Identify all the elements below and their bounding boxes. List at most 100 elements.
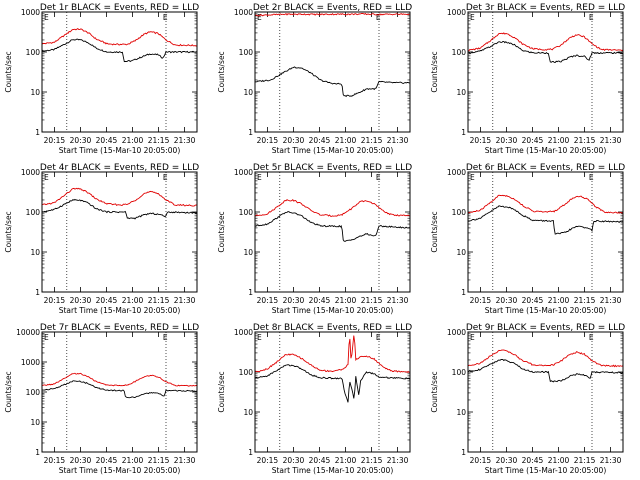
plot-frame xyxy=(467,331,624,453)
corner-mark: E xyxy=(589,333,594,342)
y-tick-label: 10 xyxy=(30,88,40,97)
x-tick-label: 20:15 xyxy=(257,136,279,145)
series-events-black xyxy=(41,38,198,63)
series-lld-red xyxy=(254,199,411,217)
x-tick-label: 20:15 xyxy=(44,296,66,305)
x-axis-label: Start Time (15-Mar-10 20:05:00) xyxy=(485,306,607,315)
y-tick-label: 10 xyxy=(456,88,466,97)
corner-mark: E xyxy=(44,13,49,22)
y-axis-label: Counts/sec xyxy=(430,371,439,412)
corner-mark: E xyxy=(257,13,262,22)
x-tick-label: 21:30 xyxy=(387,136,409,145)
y-tick-label: 1000 xyxy=(21,168,40,177)
panel-title: Det 6r BLACK = Events, RED = LLD xyxy=(466,163,625,173)
y-axis-label: Counts/sec xyxy=(217,371,226,412)
x-tick-label: 20:30 xyxy=(70,136,92,145)
x-tick-label: 21:15 xyxy=(148,136,170,145)
y-tick-label: 100 xyxy=(452,368,467,377)
x-tick-label: 20:30 xyxy=(496,456,518,465)
y-tick-label: 100 xyxy=(26,388,41,397)
x-tick-label: 20:15 xyxy=(257,456,279,465)
x-tick-label: 21:00 xyxy=(548,296,570,305)
y-tick-label: 1000 xyxy=(234,328,253,337)
x-tick-label: 21:15 xyxy=(361,296,383,305)
series-lld-red xyxy=(254,335,411,373)
series-events-black xyxy=(41,198,198,220)
corner-mark: E xyxy=(470,333,475,342)
x-tick-label: 21:00 xyxy=(335,456,357,465)
y-tick-label: 100 xyxy=(239,208,254,217)
corner-mark: E xyxy=(163,13,168,22)
y-tick-label: 10 xyxy=(243,88,253,97)
plot-frame xyxy=(41,331,198,453)
panel-title: Det 9r BLACK = Events, RED = LLD xyxy=(466,323,625,333)
plot-frame xyxy=(254,11,411,133)
x-tick-label: 21:30 xyxy=(600,296,622,305)
y-tick-label: 1 xyxy=(248,448,253,457)
y-axis-label: Counts/sec xyxy=(217,51,226,92)
y-tick-label: 1 xyxy=(461,128,466,137)
x-tick-label: 20:30 xyxy=(283,456,305,465)
x-tick-label: 21:00 xyxy=(548,456,570,465)
corner-mark: E xyxy=(257,333,262,342)
y-axis-label: Counts/sec xyxy=(430,211,439,252)
plot-frame xyxy=(41,171,198,293)
plot-frame xyxy=(467,171,624,293)
x-axis-label: Start Time (15-Mar-10 20:05:00) xyxy=(59,146,181,155)
x-tick-label: 20:15 xyxy=(44,456,66,465)
corner-mark: E xyxy=(163,173,168,182)
x-tick-label: 20:45 xyxy=(522,136,544,145)
corner-mark: E xyxy=(589,173,594,182)
panel-det-7: Det 7r BLACK = Events, RED = LLD Counts/s… xyxy=(4,323,199,475)
y-tick-label: 1000 xyxy=(21,358,40,367)
x-axis-label: Start Time (15-Mar-10 20:05:00) xyxy=(272,146,394,155)
x-tick-label: 20:45 xyxy=(96,136,118,145)
panel-det-5: Det 5r BLACK = Events, RED = LLD Counts/s… xyxy=(217,163,412,315)
corner-mark: E xyxy=(44,333,49,342)
panel-det-4: Det 4r BLACK = Events, RED = LLD Counts/s… xyxy=(4,163,199,315)
series-lld-red xyxy=(467,32,624,52)
panel-title: Det 7r BLACK = Events, RED = LLD xyxy=(40,323,199,333)
x-tick-label: 21:15 xyxy=(361,456,383,465)
x-tick-label: 20:15 xyxy=(470,296,492,305)
series-lld-red xyxy=(467,194,624,214)
panel-title: Det 1r BLACK = Events, RED = LLD xyxy=(40,3,199,13)
x-tick-label: 20:15 xyxy=(470,456,492,465)
x-tick-label: 21:00 xyxy=(548,136,570,145)
y-axis-label: Counts/sec xyxy=(4,51,13,92)
series-events-black xyxy=(467,358,624,383)
corner-mark: E xyxy=(163,333,168,342)
x-tick-label: 21:30 xyxy=(174,456,196,465)
x-tick-label: 20:15 xyxy=(44,136,66,145)
y-axis-label: Counts/sec xyxy=(4,371,13,412)
x-tick-label: 21:00 xyxy=(122,456,144,465)
y-tick-label: 100 xyxy=(26,48,41,57)
x-tick-label: 20:45 xyxy=(522,456,544,465)
x-tick-label: 20:15 xyxy=(257,296,279,305)
corner-mark: E xyxy=(470,13,475,22)
panel-det-6: Det 6r BLACK = Events, RED = LLD Counts/s… xyxy=(430,163,625,315)
x-tick-label: 21:15 xyxy=(574,296,596,305)
y-axis-label: Counts/sec xyxy=(4,211,13,252)
x-tick-label: 21:30 xyxy=(600,136,622,145)
y-tick-label: 100 xyxy=(452,48,467,57)
panel-det-8: Det 8r BLACK = Events, RED = LLD Counts/s… xyxy=(217,323,412,475)
x-tick-label: 20:45 xyxy=(309,136,331,145)
corner-mark: E xyxy=(589,13,594,22)
x-tick-label: 20:30 xyxy=(70,456,92,465)
y-tick-label: 1 xyxy=(248,128,253,137)
x-tick-label: 20:30 xyxy=(496,296,518,305)
x-tick-label: 20:30 xyxy=(283,296,305,305)
y-tick-label: 10 xyxy=(30,418,40,427)
corner-mark: E xyxy=(44,173,49,182)
y-axis-label: Counts/sec xyxy=(217,211,226,252)
plot-frame xyxy=(467,11,624,133)
y-tick-label: 100 xyxy=(239,48,254,57)
series-events-black xyxy=(467,205,624,235)
y-tick-label: 10 xyxy=(456,408,466,417)
panel-det-9: Det 9r BLACK = Events, RED = LLD Counts/s… xyxy=(430,323,625,475)
y-tick-label: 100 xyxy=(26,208,41,217)
x-tick-label: 20:30 xyxy=(70,296,92,305)
y-tick-label: 1000 xyxy=(234,168,253,177)
x-axis-label: Start Time (15-Mar-10 20:05:00) xyxy=(59,466,181,475)
